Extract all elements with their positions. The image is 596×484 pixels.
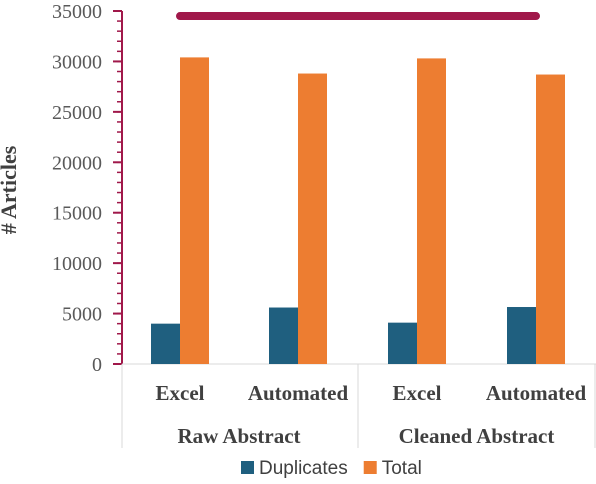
bars bbox=[151, 57, 565, 364]
bar-total bbox=[536, 74, 565, 364]
legend-label-total: Total bbox=[382, 458, 422, 479]
bar-total bbox=[298, 73, 327, 364]
x-category-label: Excel bbox=[393, 381, 442, 405]
x-category-label: Excel bbox=[156, 381, 205, 405]
x-category-label: Automated bbox=[486, 381, 587, 405]
legend-swatch-duplicates bbox=[241, 461, 254, 474]
y-tick-label: 10000 bbox=[52, 253, 102, 275]
bar-duplicates bbox=[507, 307, 536, 364]
x-group-label: Raw Abstract bbox=[177, 424, 300, 448]
x-axis-labels: Excel Automated Excel Automated Raw Abstract… bbox=[156, 381, 587, 448]
legend: Duplicates Total bbox=[241, 458, 422, 479]
y-axis-title: # Articles bbox=[0, 145, 21, 234]
y-tick-label: 20000 bbox=[52, 152, 102, 174]
bar-duplicates bbox=[151, 323, 180, 364]
x-group-label: Cleaned Abstract bbox=[399, 424, 555, 448]
y-tick-label: 15000 bbox=[52, 203, 102, 225]
bar-total bbox=[180, 57, 209, 364]
bar-duplicates bbox=[269, 307, 298, 364]
bar-duplicates bbox=[388, 322, 417, 364]
legend-label-duplicates: Duplicates bbox=[259, 458, 348, 479]
bar-total bbox=[417, 58, 446, 364]
y-tick-label: 35000 bbox=[52, 1, 102, 23]
y-tick-label: 5000 bbox=[62, 304, 102, 326]
y-tick-label: 30000 bbox=[52, 51, 102, 73]
legend-swatch-total bbox=[363, 461, 377, 474]
y-tick-label: 25000 bbox=[52, 102, 102, 124]
y-axis-ticks: 0 5000 10000 15000 20000 25000 30000 35000 bbox=[52, 1, 122, 376]
x-category-label: Automated bbox=[248, 381, 349, 405]
y-tick-label: 0 bbox=[92, 354, 102, 376]
